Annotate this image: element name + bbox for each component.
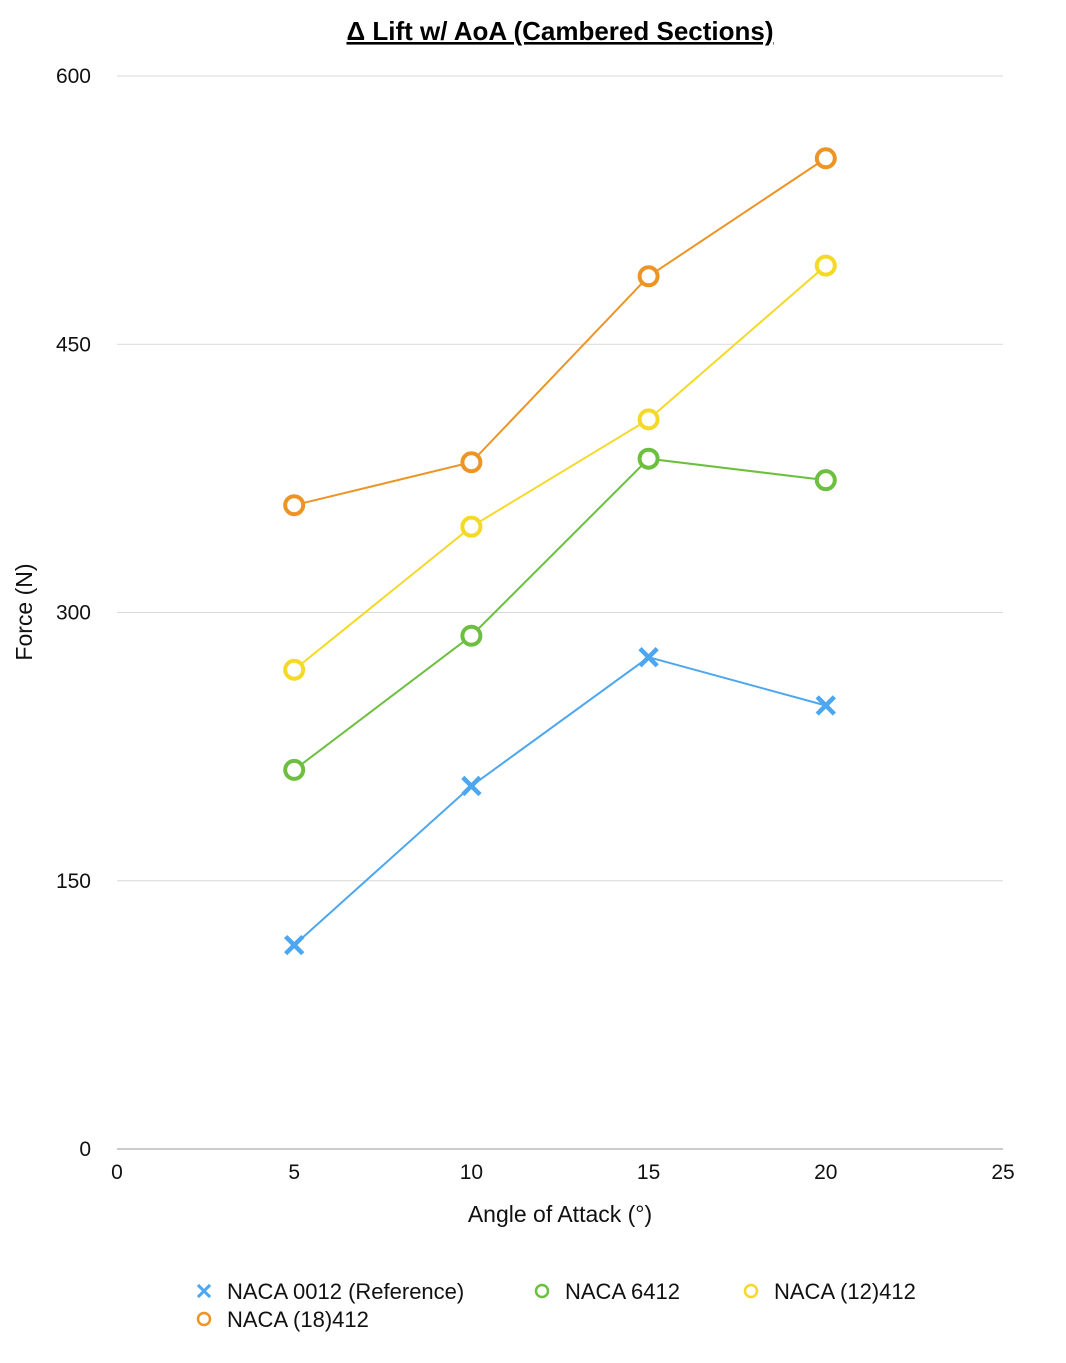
x-tick-label: 5: [288, 1161, 300, 1184]
data-point: [815, 695, 836, 716]
data-point: [460, 451, 483, 474]
data-point: [814, 469, 837, 492]
x-tick-label: 10: [460, 1161, 483, 1184]
series-4: [283, 147, 837, 517]
legend-marker: [743, 1283, 759, 1299]
legend-label: NACA 6412: [565, 1279, 680, 1304]
data-point: [637, 265, 660, 288]
y-tick-label: 600: [56, 65, 91, 88]
data-point: [814, 254, 837, 277]
data-point: [461, 775, 482, 797]
marker-stroke: [461, 775, 482, 797]
legend-marker: [196, 1283, 212, 1299]
marker-stroke: [815, 695, 836, 716]
data-point: [460, 515, 483, 538]
x-tick-label: 25: [991, 1161, 1014, 1184]
data-point: [637, 447, 660, 470]
data-point: [460, 624, 483, 647]
series-line: [293, 157, 827, 507]
y-tick-label: 300: [56, 602, 91, 625]
legend-label: NACA 0012 (Reference): [227, 1279, 464, 1304]
data-point: [814, 147, 837, 170]
x-tick-label: 15: [637, 1161, 660, 1184]
x-tick-label: 20: [814, 1161, 837, 1184]
chart-title: Δ Lift w/ AoA (Cambered Sections): [346, 16, 773, 46]
data-point: [638, 647, 659, 668]
series-line: [293, 264, 827, 671]
data-point: [637, 408, 660, 431]
legend: NACA 0012 (Reference) NACA 6412 NACA (12)4…: [196, 1279, 916, 1332]
legend-item-4: NACA (18)412: [196, 1307, 369, 1332]
legend-label: NACA (12)412: [774, 1279, 916, 1304]
legend-marker: [196, 1311, 212, 1327]
marker-stroke: [196, 1283, 212, 1299]
series-3: [283, 254, 837, 681]
series-line: [293, 656, 827, 946]
marker-stroke: [638, 647, 659, 668]
legend-item-1: NACA 0012 (Reference): [196, 1279, 464, 1304]
series-line: [293, 457, 826, 771]
data-point: [284, 934, 305, 956]
legend-item-2: NACA 6412: [534, 1279, 680, 1304]
legend-label: NACA (18)412: [227, 1307, 369, 1332]
gridlines: [117, 75, 1003, 882]
series-1: [284, 647, 836, 956]
x-axis-label: Angle of Attack (°): [468, 1201, 652, 1227]
legend-item-3: NACA (12)412: [743, 1279, 916, 1304]
series-2: [283, 447, 837, 781]
legend-marker: [534, 1283, 550, 1299]
y-tick-label: 450: [56, 333, 91, 356]
series-group: [283, 147, 837, 956]
data-point: [283, 758, 306, 781]
y-axis-label: Force (N): [11, 563, 37, 660]
x-tick-label: 0: [111, 1161, 123, 1184]
y-tick-label: 150: [56, 870, 91, 893]
marker-stroke: [284, 934, 305, 956]
axes: 0 150 300 450 600 0 5 10 15 20 25: [56, 65, 1015, 1184]
data-point: [283, 658, 306, 681]
data-point: [283, 494, 306, 517]
y-tick-label: 0: [79, 1138, 91, 1161]
